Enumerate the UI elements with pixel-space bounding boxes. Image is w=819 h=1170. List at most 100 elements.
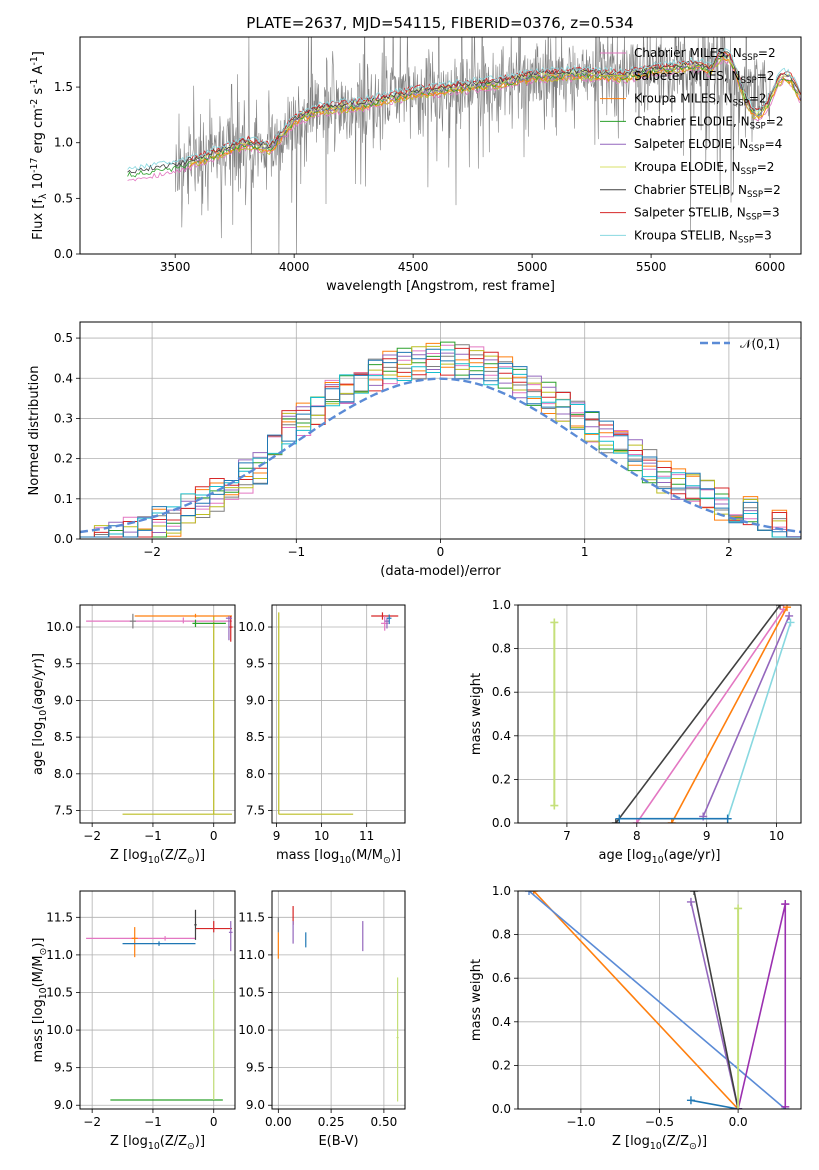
x-tick-label: 0	[437, 545, 445, 559]
weight-line	[671, 606, 788, 823]
x-axis-label: age [log10(age/yr)]	[599, 848, 721, 866]
plot-area	[277, 906, 399, 1102]
x-tick-label: 8	[633, 829, 641, 843]
x-tick-label: −2	[83, 829, 101, 843]
y-tick-label: 8.5	[246, 730, 265, 744]
weight-marker	[776, 605, 785, 609]
plot-area	[86, 613, 233, 815]
weight-marker	[734, 904, 743, 913]
legend-entry: Salpeter STELIB, NSSP=3	[634, 206, 780, 223]
y-tick-label: 0.6	[492, 971, 511, 985]
y-tick-label: 11.0	[46, 948, 73, 962]
y-tick-label: 9.0	[246, 1098, 265, 1112]
y-axis-label: age [log10(age/yr)]	[31, 653, 49, 775]
weight-line	[533, 891, 739, 1109]
y-tick-label: 0.0	[54, 247, 73, 261]
axes-frame	[79, 321, 802, 540]
y-tick-label: 0.4	[492, 1015, 511, 1029]
y-tick-label: 9.5	[54, 1061, 73, 1075]
y-tick-label: 9.0	[54, 1098, 73, 1112]
y-tick-label: 8.5	[54, 730, 73, 744]
y-tick-label: 0.0	[54, 532, 73, 546]
y-tick-label: 11.5	[238, 910, 265, 924]
y-tick-label: 10.0	[238, 1023, 265, 1037]
plot-area	[550, 605, 795, 823]
x-tick-label: 7	[563, 829, 571, 843]
x-tick-label: 1	[581, 545, 589, 559]
y-tick-label: 0.5	[54, 191, 73, 205]
weight-line	[690, 1099, 739, 1109]
x-tick-label: −1	[287, 545, 305, 559]
model-spectrum-line	[127, 48, 800, 170]
legend-entry: Kroupa STELIB, NSSP=3	[634, 228, 772, 245]
y-tick-label: 7.5	[246, 804, 265, 818]
weight-marker	[632, 819, 641, 823]
x-tick-label: 9	[273, 829, 281, 843]
residuals-panel: −2 −1 0 1 2 0.0 0.1 0.2 0.3 0.4 0.5 (data-model)/er…	[27, 321, 802, 579]
x-tick-label: 4000	[279, 260, 310, 274]
plot-area	[127, 37, 801, 254]
x-tick-label: 0.00	[265, 1115, 292, 1129]
weight-marker	[786, 618, 795, 627]
y-axis-label: mass weight	[469, 673, 484, 755]
plot-area	[80, 341, 801, 538]
weight-marker	[723, 814, 732, 823]
y-tick-label: 10.5	[46, 985, 73, 999]
y-tick-label: 10.0	[46, 620, 73, 634]
x-tick-label: 3500	[160, 260, 191, 274]
weight-marker	[615, 814, 624, 823]
x-axis-label: Z [log10(Z/Z⊙)]	[612, 1134, 707, 1152]
weight-line	[528, 891, 786, 1109]
y-tick-label: 9.0	[54, 693, 73, 707]
x-tick-label: 5500	[636, 260, 667, 274]
weight-marker	[783, 605, 792, 612]
y-tick-label: 11.0	[238, 948, 265, 962]
x-tick-label: −1.0	[566, 1115, 595, 1129]
legend-entry: Kroupa ELODIE, NSSP=2	[634, 160, 774, 177]
spectrum-panel: 3500 4000 4500 5000 5500 6000 0.0 0.5 1.0 1.5 wave…	[29, 36, 802, 294]
weight-line	[690, 901, 739, 1109]
weight-marker	[611, 819, 620, 823]
weight-line	[726, 622, 792, 819]
x-tick-label: −2	[83, 1115, 101, 1129]
weight-marker	[550, 618, 559, 627]
x-tick-label: 6000	[755, 260, 786, 274]
mass-vs-ebv-panel: 0.00 0.25 0.50 9.0 9.5 10.0 10.5 11.0 11.5 E(B-V)	[238, 890, 406, 1149]
y-tick-label: 8.0	[246, 767, 265, 781]
x-tick-label: 0	[210, 1115, 218, 1129]
weight-line	[737, 903, 787, 1109]
weight-marker	[781, 1102, 790, 1109]
x-tick-label: −1	[144, 829, 162, 843]
y-tick-label: 1.0	[492, 598, 511, 612]
normal-curve	[80, 377, 801, 534]
weight-line	[636, 608, 785, 823]
figure-title: PLATE=2637, MJD=54115, FIBERID=0376, z=0…	[246, 14, 633, 32]
x-tick-label: 0.0	[729, 1115, 748, 1129]
y-tick-label: 0.8	[492, 928, 511, 942]
axes-frame	[271, 604, 406, 824]
age-vs-mass-panel: 9 10 11 7.5 8.0 8.5 9.0 9.5 10.0 mass [log10(M/M⊙…	[238, 604, 406, 866]
y-axis-label: mass [log10(M/M⊙)]	[31, 938, 49, 1063]
weight-line	[702, 615, 790, 817]
mass-weight-vs-metallicity-panel: −1.0 −0.5 0.0 0.0 0.2 0.4 0.6 0.8 1.0 Z [log10(Z/…	[469, 884, 802, 1152]
y-tick-label: 1.0	[54, 136, 73, 150]
y-axis-label: Normed distribution	[27, 366, 42, 496]
x-axis-label: Z [log10(Z/Z⊙)]	[110, 848, 205, 866]
x-axis-label: Z [log10(Z/Z⊙)]	[110, 1134, 205, 1152]
y-axis-label: mass weight	[469, 959, 484, 1041]
y-tick-label: 0.2	[54, 452, 73, 466]
x-axis-label: mass [log10(M/M⊙)]	[276, 848, 401, 866]
legend-entry: Chabrier MILES, NSSP=2	[634, 46, 776, 63]
x-tick-label: −0.5	[645, 1115, 674, 1129]
residual-histogram	[80, 348, 801, 538]
y-tick-label: 0.5	[54, 331, 73, 345]
y-tick-label: 10.5	[238, 985, 265, 999]
x-tick-label: 10	[769, 829, 784, 843]
legend-entry: Salpeter ELODIE, NSSP=4	[634, 137, 782, 154]
axes-frame	[271, 890, 406, 1110]
residual-histogram	[80, 341, 801, 538]
y-tick-label: 9.5	[246, 657, 265, 671]
y-tick-label: 0.1	[54, 492, 73, 506]
x-tick-label: 0.50	[371, 1115, 398, 1129]
mass-vs-metallicity-panel: −2 −1 0 9.0 9.5 10.0 10.5 11.0 11.5 Z [log10(Z/Z⊙…	[31, 890, 236, 1152]
